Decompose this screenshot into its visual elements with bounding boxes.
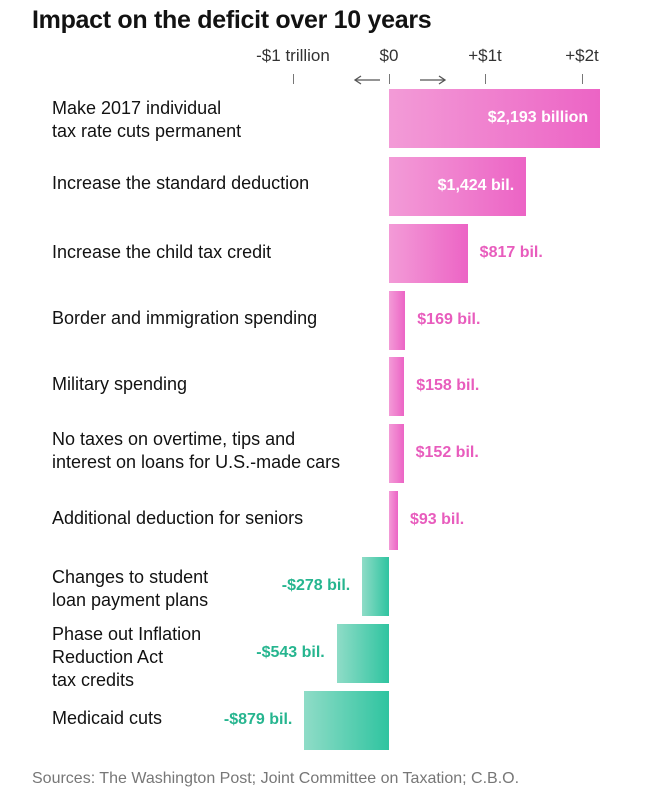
bar (362, 557, 389, 616)
right-arrow-icon (420, 75, 447, 85)
axis-tick (293, 74, 294, 84)
row-label: Changes to student loan payment plans (52, 566, 208, 612)
value-label: -$543 bil. (256, 643, 325, 661)
value-label: $1,424 bil. (437, 176, 515, 194)
axis-tick-label: $0 (379, 46, 399, 65)
bar (389, 291, 406, 350)
row-label-line: Changes to student (52, 567, 209, 587)
value-label: $2,193 billion (487, 108, 589, 126)
left-arrow-icon (353, 75, 380, 85)
value-label: -$278 bil. (281, 576, 351, 594)
row-label-line: Medicaid cuts (52, 708, 163, 728)
bar (304, 691, 389, 750)
row-label: Increase the standard deduction (52, 172, 309, 195)
row-label-line: Additional deduction for seniors (52, 508, 304, 528)
bar (389, 491, 398, 550)
axis-tick (485, 74, 486, 84)
row-label: Military spending (52, 373, 187, 396)
value-label: $158 bil. (416, 376, 480, 394)
row-label-line: Reduction Act (52, 647, 164, 667)
row-label-line: No taxes on overtime, tips and (52, 429, 296, 449)
value-label: $152 bil. (415, 443, 479, 461)
bar (389, 224, 468, 283)
value-label: $169 bil. (417, 310, 481, 328)
bar (336, 624, 389, 683)
row-label: Additional deduction for seniors (52, 507, 303, 530)
bar (389, 157, 527, 216)
axis-tick-label: -$1 trillion (256, 46, 330, 65)
row-label-line: Military spending (52, 374, 188, 394)
axis-tick (389, 74, 390, 84)
row-label-line: Phase out Inflation (52, 624, 202, 644)
row-label-line: Border and immigration spending (52, 308, 318, 328)
row-label: Increase the child tax credit (52, 241, 271, 264)
value-label: -$879 bil. (223, 710, 293, 728)
row-label-line: interest on loans for U.S.-made cars (52, 452, 341, 472)
source-note: Sources: The Washington Post; Joint Comm… (32, 770, 520, 787)
value-label: $817 bil. (479, 243, 543, 261)
bar (389, 424, 404, 483)
value-label: $93 bil. (409, 510, 465, 528)
axis-tick-label: +$1t (468, 46, 502, 65)
axis-tick (582, 74, 583, 84)
row-label-line: loan payment plans (52, 590, 209, 610)
row-label-line: Increase the child tax credit (52, 242, 272, 262)
bar (389, 89, 601, 148)
row-label-line: tax rate cuts permanent (52, 121, 242, 141)
bar (389, 357, 405, 416)
chart-title: Impact on the deficit over 10 years (32, 6, 432, 34)
row-label-line: Increase the standard deduction (52, 173, 310, 193)
row-label-line: Make 2017 individual (52, 98, 222, 118)
row-label: Phase out Inflation Reduction Act tax cred… (52, 623, 201, 692)
row-label: Border and immigration spending (52, 307, 317, 330)
axis-tick-label: +$2t (565, 46, 599, 65)
row-label: Make 2017 individual tax rate cuts perman… (52, 97, 241, 143)
row-label: Medicaid cuts (52, 707, 162, 730)
row-label-line: tax credits (52, 670, 135, 690)
row-label: No taxes on overtime, tips and interest o… (52, 428, 340, 474)
